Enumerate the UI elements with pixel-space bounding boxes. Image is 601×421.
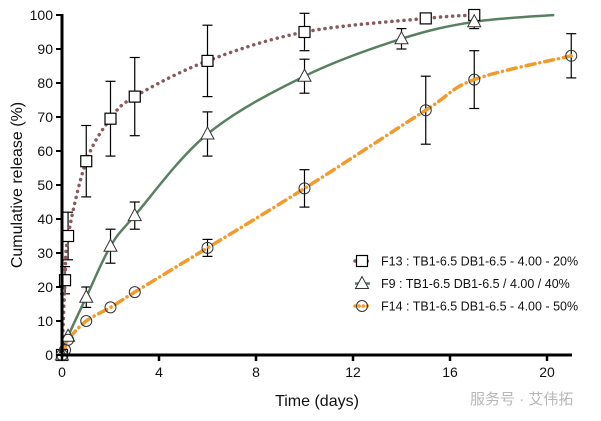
- data-point-0-5: [128, 90, 141, 103]
- data-point-1-8: [466, 13, 482, 28]
- data-point-0-3: [80, 155, 93, 168]
- data-point-0-6: [201, 54, 214, 68]
- data-point-2-5: [128, 286, 141, 299]
- data-point-1-6: [297, 68, 312, 82]
- data-point-1-4: [127, 207, 143, 222]
- x-tick-label-8: 8: [252, 364, 260, 380]
- data-point-2-10: [565, 49, 578, 62]
- data-point-1-2: [78, 289, 94, 303]
- y-tick-label-10: 10: [37, 313, 53, 329]
- y-tick-label-70: 70: [37, 109, 53, 125]
- data-point-0-7: [298, 25, 311, 39]
- data-point-2-7: [298, 182, 311, 195]
- y-tick-label-40: 40: [37, 211, 53, 227]
- legend-marker-1: [354, 275, 370, 289]
- data-point-2-6: [201, 241, 214, 254]
- x-tick-label-12: 12: [345, 364, 361, 380]
- watermark: 服务号 · 艾伟拓: [470, 391, 573, 408]
- legend-marker-0: [355, 254, 369, 268]
- data-point-0-4: [104, 112, 117, 125]
- y-tick-label-20: 20: [37, 279, 53, 295]
- legend-label-1: F9 : TB1-6.5 DB1-6.5 / 4.00 / 40%: [381, 277, 570, 291]
- series-line-2: [60, 54, 573, 357]
- data-point-2-3: [80, 315, 93, 327]
- x-tick-label-0: 0: [58, 364, 66, 380]
- data-point-2-9: [468, 73, 481, 86]
- data-point-0-1: [58, 274, 72, 287]
- x-axis-label: Time (days): [275, 393, 359, 410]
- data-point-1-5: [200, 125, 215, 140]
- data-point-0-2: [61, 229, 75, 243]
- y-tick-label-60: 60: [37, 143, 53, 159]
- y-axis-label: Cumulative release (%): [9, 102, 26, 268]
- y-tick-label-90: 90: [37, 41, 53, 57]
- y-tick-label-50: 50: [37, 177, 53, 193]
- legend-marker-2: [356, 300, 368, 312]
- y-tick-label-100: 100: [30, 7, 54, 23]
- data-point-1-7: [394, 30, 409, 45]
- y-tick-label-80: 80: [37, 75, 53, 91]
- legend-label-2: F14 : TB1-6.5 DB1-6.5 - 4.00 - 50%: [381, 300, 578, 314]
- data-point-0-8: [419, 12, 432, 25]
- data-point-2-8: [419, 104, 432, 117]
- data-point-2-4: [104, 301, 117, 314]
- y-tick-label-30: 30: [37, 245, 53, 261]
- x-tick-label-16: 16: [442, 364, 458, 380]
- legend-label-0: F13 : TB1-6.5 DB1-6.5 - 4.00 - 20%: [381, 255, 578, 269]
- y-tick-label-0: 0: [45, 347, 53, 363]
- data-point-1-3: [103, 238, 118, 252]
- x-tick-label-20: 20: [539, 364, 555, 380]
- series-line-1: [60, 13, 555, 356]
- x-tick-label-4: 4: [155, 364, 163, 380]
